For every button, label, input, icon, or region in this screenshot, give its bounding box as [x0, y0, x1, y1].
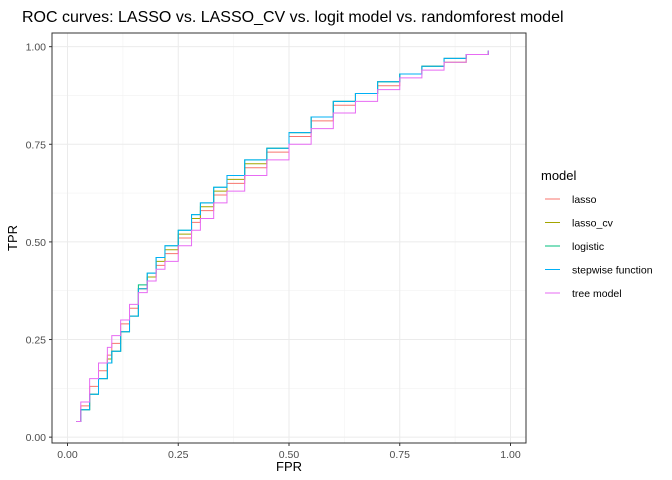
x-axis-ticks: 0.00 0.25 0.50 0.75 1.00 [57, 443, 521, 461]
x-axis-title: FPR [276, 459, 302, 474]
series-lines [76, 50, 489, 423]
y-tick-label: 0.75 [26, 139, 47, 151]
legend-label-lasso: lasso [572, 194, 597, 206]
chart-title: ROC curves: LASSO vs. LASSO_CV vs. logit… [22, 9, 564, 26]
y-tick-label: 1.00 [26, 42, 47, 54]
x-tick-label: 0.50 [279, 449, 300, 461]
y-tick-label: 0.50 [26, 237, 47, 249]
legend-label-logistic: logistic [572, 241, 604, 253]
legend-label-lasso_cv: lasso_cv [572, 218, 614, 230]
legend-label-stepwise-function: stepwise function [572, 265, 653, 277]
y-axis-title: TPR [5, 225, 20, 251]
legend: lasso lasso_cv logistic stepwise function tr… [545, 194, 653, 300]
series-line-stepwise-function [76, 50, 489, 423]
x-tick-label: 0.00 [57, 449, 78, 461]
y-tick-label: 0.25 [26, 335, 47, 347]
y-axis-ticks: 0.00 0.25 0.50 0.75 1.00 [26, 42, 52, 444]
y-tick-label: 0.00 [26, 432, 47, 444]
legend-title: model [541, 168, 577, 183]
series-line-tree-model [76, 50, 489, 423]
x-tick-label: 1.00 [500, 449, 521, 461]
x-tick-label: 0.75 [390, 449, 411, 461]
x-tick-label: 0.25 [168, 449, 189, 461]
grid [52, 33, 526, 443]
legend-label-tree-model: tree model [572, 288, 622, 300]
